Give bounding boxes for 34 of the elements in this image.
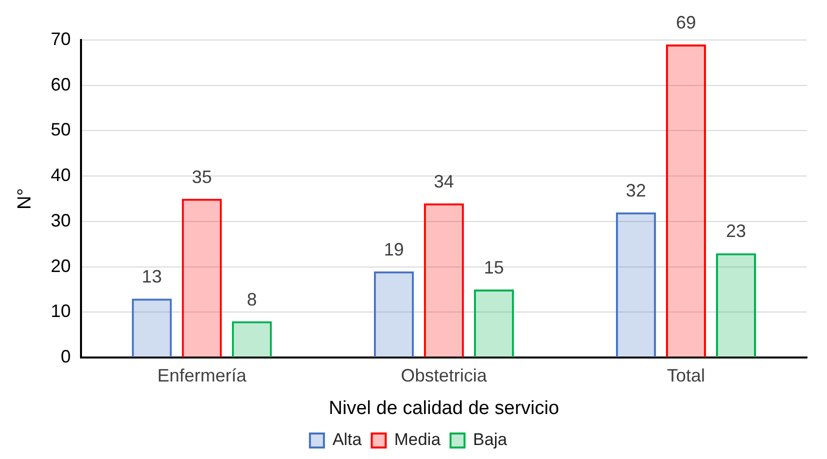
y-tick-label: 40 xyxy=(50,165,71,186)
x-tick-label: Enfermería xyxy=(157,365,248,386)
y-tick-label: 0 xyxy=(60,346,71,367)
bar xyxy=(374,271,414,358)
data-label: 23 xyxy=(726,221,746,242)
x-tick-label: Total xyxy=(666,365,705,386)
bar xyxy=(716,253,756,358)
y-tick-label: 20 xyxy=(50,256,71,276)
data-label: 34 xyxy=(434,171,454,192)
bar xyxy=(666,44,706,358)
y-tick-label: 60 xyxy=(50,74,71,94)
data-label: 35 xyxy=(192,166,212,187)
data-label: 32 xyxy=(626,180,646,200)
data-label: 8 xyxy=(246,289,257,310)
x-axis-title: Nivel de calidad de servicio xyxy=(328,398,560,419)
legend-label: Alta xyxy=(332,430,362,450)
bar xyxy=(182,198,222,358)
data-label: 15 xyxy=(484,258,504,278)
y-axis-title: N° xyxy=(14,188,36,210)
legend-label: Media xyxy=(394,430,442,450)
x-tick-label: Obstetricia xyxy=(400,365,488,386)
bar xyxy=(132,298,172,358)
data-label: 69 xyxy=(676,12,696,33)
bar xyxy=(232,321,272,358)
y-tick-label: 10 xyxy=(50,301,71,322)
data-label: 19 xyxy=(384,239,404,260)
bar xyxy=(474,290,514,358)
bar xyxy=(424,203,464,358)
bar xyxy=(616,212,656,358)
y-tick-label: 50 xyxy=(50,120,71,140)
legend-label: Baja xyxy=(473,430,508,450)
data-label: 13 xyxy=(142,266,162,287)
y-tick-label: 70 xyxy=(50,28,71,49)
y-tick-label: 30 xyxy=(50,210,71,230)
